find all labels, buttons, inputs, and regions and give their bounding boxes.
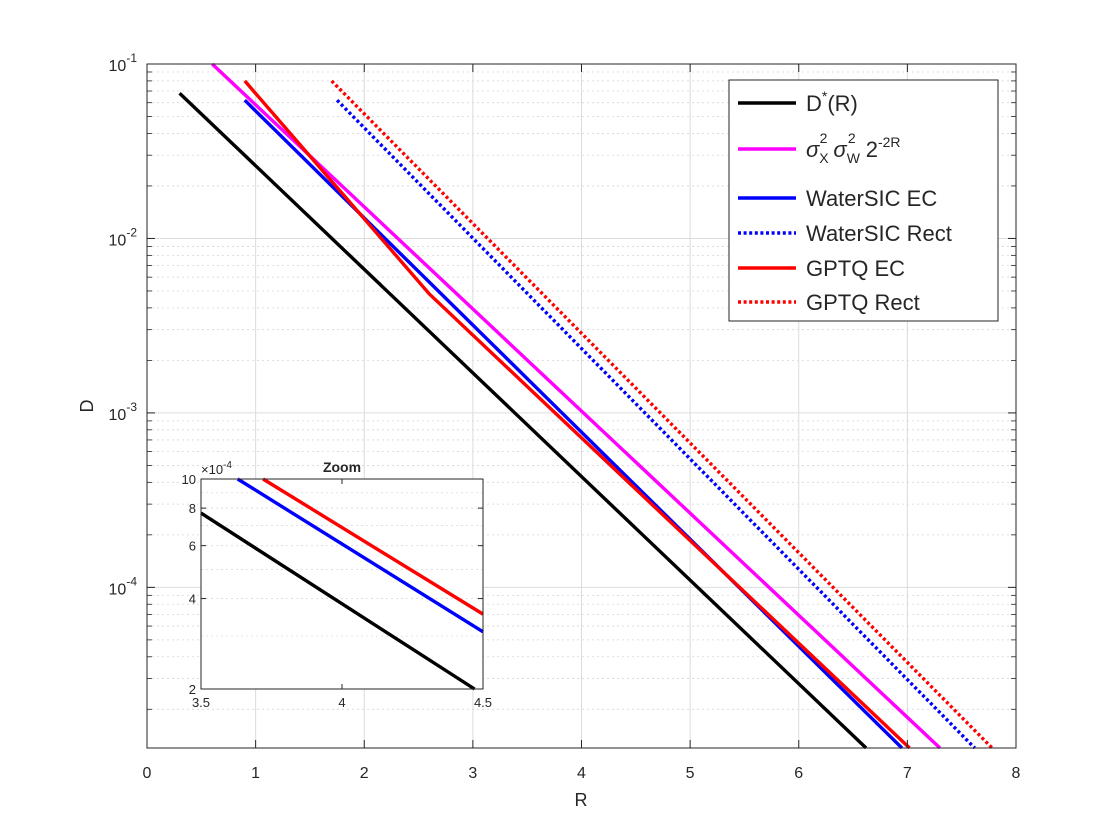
y-tick-base: 10	[109, 407, 127, 424]
legend-d-base: D	[806, 91, 822, 116]
series-line-4	[243, 79, 911, 750]
y-tick-label: 10-4	[109, 574, 138, 598]
legend-label-d-star: D*(R)	[806, 88, 858, 116]
inset-xtick-labels: 3.5 4 4.5	[192, 695, 492, 710]
inset-scale-exp: -4	[223, 460, 232, 471]
series-line-1	[211, 62, 942, 750]
legend-sigma-2: σ	[833, 137, 847, 162]
legend-box	[728, 79, 999, 322]
inset-y-tick-label: 8	[189, 501, 196, 516]
main-xtick-labels: 0 1 2 3 4 5 6 7 8	[143, 765, 1021, 782]
y-tick-label: 10-2	[109, 225, 138, 249]
main-ticks	[146, 63, 1017, 748]
y-tick-exp: -3	[126, 400, 137, 414]
inset-y-tick-label: 4	[189, 592, 196, 607]
y-tick-exp: -4	[126, 574, 137, 588]
y-tick-exp: -2	[126, 225, 137, 239]
y-tick-base: 10	[109, 232, 127, 249]
inset-x-tick-label: 4.5	[474, 695, 492, 710]
inset-series-line-0	[200, 511, 476, 691]
legend-sigma-1: σ	[806, 137, 820, 162]
y-tick-label: 10-3	[109, 400, 138, 424]
inset-x-tick-label: 3.5	[192, 695, 210, 710]
inset-series-line-2	[262, 477, 484, 616]
series-line-0	[178, 91, 868, 750]
inset-zoom-chart: 3.5 4 4.5 2 4 6 8 10 Zoom ×10-4	[182, 459, 493, 710]
legend-label-sigma: σX2 σW2 2-2R	[806, 130, 901, 166]
legend-two-sup: -2R	[878, 134, 901, 150]
inset-y-tick-label: 10	[182, 472, 196, 487]
x-tick-label: 6	[794, 765, 803, 782]
x-tick-label: 4	[577, 765, 586, 782]
y-tick-base: 10	[109, 58, 127, 75]
legend-lines	[738, 101, 796, 304]
legend-label-gptq-rect: GPTQ Rect	[806, 290, 920, 315]
x-tick-label: 3	[468, 765, 477, 782]
inset-x-tick-label: 4	[338, 695, 345, 710]
legend-d-sup: *	[822, 88, 828, 104]
x-tick-label: 7	[903, 765, 912, 782]
x-axis-label: R	[575, 790, 588, 810]
legend-sigma-1-sup: 2	[820, 130, 828, 146]
y-axis-label: D	[77, 400, 97, 413]
y-tick-base: 10	[109, 581, 127, 598]
y-tick-exp: -1	[126, 51, 137, 65]
main-series-group	[178, 62, 994, 750]
legend-sigma-1-sub: X	[819, 150, 829, 166]
x-tick-label: 0	[143, 765, 152, 782]
legend-sigma-2-sub: W	[847, 150, 861, 166]
x-tick-label: 2	[360, 765, 369, 782]
inset-ytick-labels: 2 4 6 8 10	[182, 472, 196, 697]
inset-scale-base: ×10	[201, 462, 223, 477]
legend-sigma-2-sup: 2	[848, 130, 856, 146]
inset-plot-area	[201, 479, 483, 689]
x-tick-label: 1	[251, 765, 260, 782]
legend-label-watersic-rect: WaterSIC Rect	[806, 221, 952, 246]
inset-title: Zoom	[323, 459, 361, 475]
x-tick-label: 8	[1012, 765, 1021, 782]
inset-series-line-1	[236, 477, 484, 634]
inset-series-group	[200, 477, 484, 691]
x-tick-label: 5	[686, 765, 695, 782]
legend-d-tail: (R)	[827, 91, 858, 116]
main-ytick-labels: 10-410-310-210-1	[109, 51, 138, 598]
inset-scale-label: ×10-4	[201, 460, 232, 477]
y-tick-label: 10-1	[109, 51, 138, 75]
series-line-3	[335, 99, 976, 750]
legend-label-gptq-ec: GPTQ EC	[806, 256, 905, 281]
inset-ticks	[200, 478, 484, 690]
legend-two: 2	[866, 137, 878, 162]
legend-label-watersic-ec: WaterSIC EC	[806, 186, 937, 211]
legend: D*(R) σX2 σW2 2-2R WaterSIC EC WaterSIC Re…	[728, 79, 999, 322]
inset-y-tick-label: 6	[189, 539, 196, 554]
inset-y-tick-label: 2	[189, 682, 196, 697]
